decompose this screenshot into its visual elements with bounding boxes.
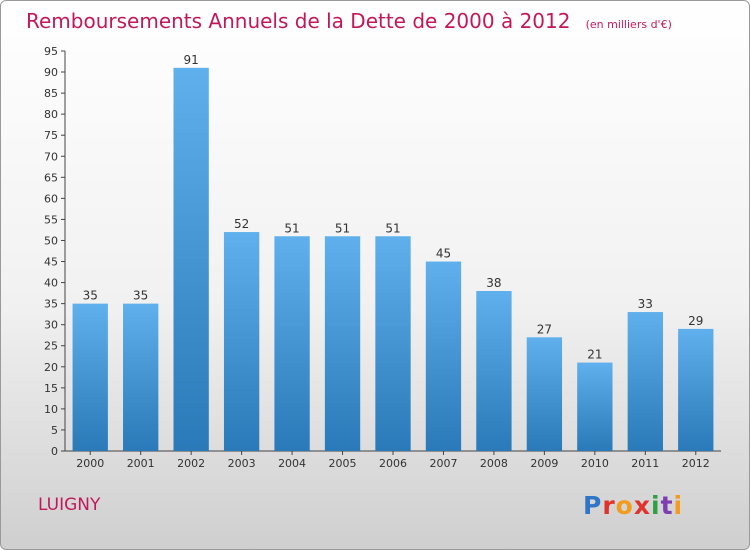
bar-2002: [173, 67, 209, 451]
logo-letter: i: [673, 491, 684, 520]
y-tick-label: 50: [44, 234, 58, 247]
x-tick-label: 2005: [329, 457, 357, 470]
logo-letter: t: [660, 491, 674, 520]
y-tick-label: 15: [44, 382, 58, 395]
bars: 35 35 91 52 51 51 51 45 38 27 21 33 29: [72, 53, 714, 451]
proxiti-logo: Proxiti: [583, 491, 683, 520]
x-tick-label: 2002: [177, 457, 205, 470]
y-ticks: 0 5 10 15 20 25 30 35 40 45 50 55 60 65 70 75 80 85 90 95: [44, 45, 65, 458]
y-tick-label: 75: [44, 129, 58, 142]
data-label: 45: [436, 247, 451, 261]
logo-letter: x: [633, 491, 651, 520]
y-tick-label: 35: [44, 298, 58, 311]
x-tick-label: 2011: [631, 457, 659, 470]
bar-2007: [425, 261, 462, 451]
chart-title: Remboursements Annuels de la Dette de 20…: [26, 9, 571, 33]
bar-2001: [123, 303, 159, 451]
y-tick-label: 80: [44, 108, 58, 121]
x-tick-label: 2008: [480, 457, 508, 470]
data-label: 35: [83, 289, 98, 303]
x-tick-label: 2001: [127, 457, 155, 470]
x-tick-label: 2000: [76, 457, 104, 470]
bar-2011: [627, 312, 663, 451]
logo-letter: r: [602, 491, 616, 520]
y-tick-label: 65: [44, 171, 58, 184]
data-label: 91: [184, 53, 199, 67]
x-tick-label: 2006: [379, 457, 407, 470]
x-tick-label: 2004: [278, 457, 306, 470]
logo-letter: P: [583, 491, 603, 520]
y-tick-label: 90: [44, 66, 58, 79]
x-tick-label: 2010: [581, 457, 609, 470]
x-tick-labels: 2000 2001 2002 2003 2004 2005 2006 2007 2008 2009…: [76, 451, 710, 470]
data-label: 51: [385, 221, 400, 235]
y-tick-label: 95: [44, 45, 58, 58]
y-tick-label: 60: [44, 192, 58, 205]
x-tick-label: 2003: [228, 457, 256, 470]
bar-2010: [577, 362, 613, 451]
unit-note: (en milliers d'€): [585, 18, 672, 31]
data-label: 33: [638, 297, 653, 311]
y-tick-label: 25: [44, 340, 58, 353]
data-label: 38: [486, 276, 501, 290]
bar-2006: [375, 236, 411, 451]
x-tick-label: 2009: [530, 457, 558, 470]
logo-letter: i: [651, 491, 661, 520]
data-label: 21: [587, 348, 602, 362]
y-tick-label: 55: [44, 213, 58, 226]
data-label: 27: [537, 322, 552, 336]
bar-2008: [476, 291, 512, 451]
bar-2004: [274, 236, 310, 451]
y-tick-label: 70: [44, 150, 58, 163]
data-label: 29: [688, 314, 703, 328]
logo-letter: o: [615, 491, 634, 520]
commune-name: LUIGNY: [38, 495, 101, 515]
chart-title-block: Remboursements Annuels de la Dette de 20…: [26, 9, 672, 33]
y-tick-label: 30: [44, 319, 58, 332]
y-tick-label: 10: [44, 403, 58, 416]
bar-2005: [324, 236, 361, 451]
x-tick-label: 2007: [429, 457, 457, 470]
y-tick-label: 40: [44, 277, 58, 290]
y-tick-label: 5: [51, 424, 58, 437]
y-tick-label: 20: [44, 361, 58, 374]
data-label: 51: [335, 221, 350, 235]
data-label: 51: [284, 221, 299, 235]
bar-2012: [678, 328, 714, 451]
data-label: 52: [234, 217, 249, 231]
x-tick-label: 2012: [682, 457, 710, 470]
bar-2003: [223, 232, 260, 451]
y-tick-label: 0: [51, 445, 58, 458]
y-tick-label: 85: [44, 87, 58, 100]
data-label: 35: [133, 289, 148, 303]
y-tick-label: 45: [44, 256, 58, 269]
bar-2000: [72, 303, 108, 451]
bar-2009: [526, 337, 563, 451]
